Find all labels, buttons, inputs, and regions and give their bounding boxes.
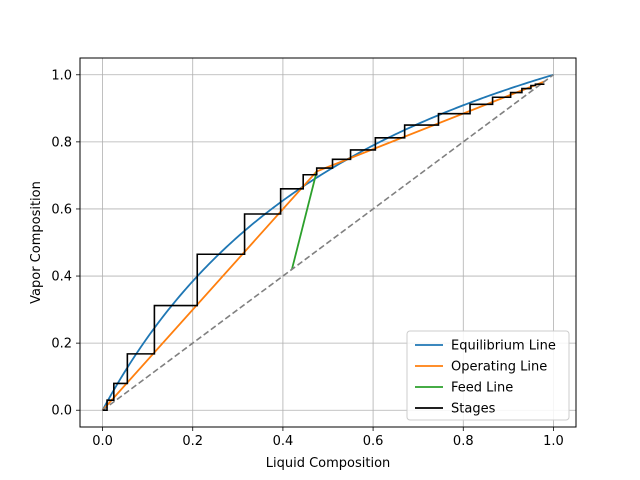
legend: Equilibrium Line Operating Line Feed Line S…	[406, 330, 570, 421]
series-layer	[101, 73, 554, 412]
x-tick-label: 0.0	[92, 434, 113, 449]
grid-lines	[80, 58, 576, 427]
x-tick-label: 1.0	[543, 434, 564, 449]
axis-ticks: 0.0 0.2 0.4 0.6 0.8 1.0 0.0 0.2 0.4 0.6 0.8 1.0	[51, 68, 563, 449]
y-tick-label: 0.6	[51, 202, 72, 217]
legend-box	[406, 330, 570, 421]
plot-frame	[79, 57, 577, 428]
legend-label: Feed Line	[451, 381, 513, 396]
stages-line	[102, 83, 545, 412]
x-tick-label: 0.4	[273, 434, 294, 449]
legend-label: Operating Line	[451, 360, 547, 375]
y-tick-label: 1.0	[51, 68, 72, 83]
diagonal-line	[102, 74, 554, 411]
y-tick-label: 0.8	[51, 135, 72, 150]
legend-label: Equilibrium Line	[451, 339, 556, 354]
y-tick-label: 0.4	[51, 270, 72, 285]
legend-label: Stages	[451, 402, 496, 417]
y-axis-label: Vapor Composition	[29, 181, 44, 304]
x-tick-label: 0.6	[363, 434, 384, 449]
equilibrium-line	[101, 73, 554, 411]
y-tick-label: 0.2	[51, 337, 72, 352]
feed-line	[291, 171, 318, 270]
y-tick-label: 0.0	[51, 404, 72, 419]
x-tick-label: 0.8	[453, 434, 474, 449]
x-axis-label: Liquid Composition	[266, 456, 391, 471]
x-tick-label: 0.2	[182, 434, 203, 449]
